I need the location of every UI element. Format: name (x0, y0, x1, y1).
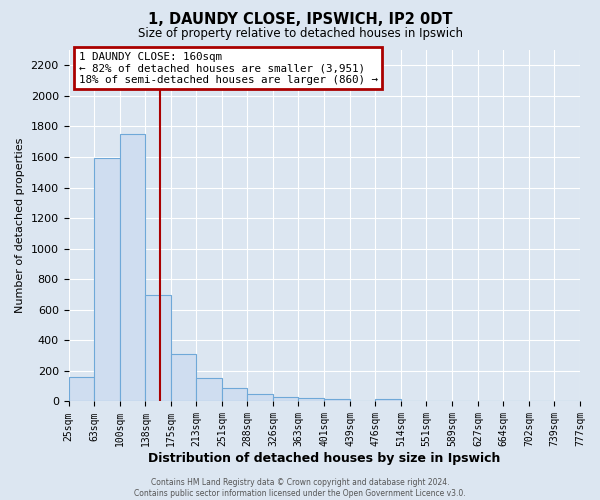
Bar (222, 388, 247, 402)
Text: Size of property relative to detached houses in Ipswich: Size of property relative to detached ho… (137, 28, 463, 40)
Bar (170, 354, 196, 402)
Bar (68, 377, 94, 402)
Bar (247, 394, 273, 402)
Bar (273, 397, 298, 402)
Text: 1, DAUNDY CLOSE, IPSWICH, IP2 0DT: 1, DAUNDY CLOSE, IPSWICH, IP2 0DT (148, 12, 452, 28)
Y-axis label: Number of detached properties: Number of detached properties (15, 138, 25, 314)
X-axis label: Distribution of detached houses by size in Ipswich: Distribution of detached houses by size … (148, 452, 500, 465)
Bar (119, 134, 145, 402)
Bar (94, 158, 119, 402)
Text: 1 DAUNDY CLOSE: 160sqm
← 82% of detached houses are smaller (3,951)
18% of semi-: 1 DAUNDY CLOSE: 160sqm ← 82% of detached… (79, 52, 378, 85)
Bar (375, 398, 401, 402)
Bar (145, 294, 170, 402)
Text: Contains HM Land Registry data © Crown copyright and database right 2024.
Contai: Contains HM Land Registry data © Crown c… (134, 478, 466, 498)
Bar (298, 398, 324, 402)
Bar (196, 378, 222, 402)
Bar (324, 398, 350, 402)
